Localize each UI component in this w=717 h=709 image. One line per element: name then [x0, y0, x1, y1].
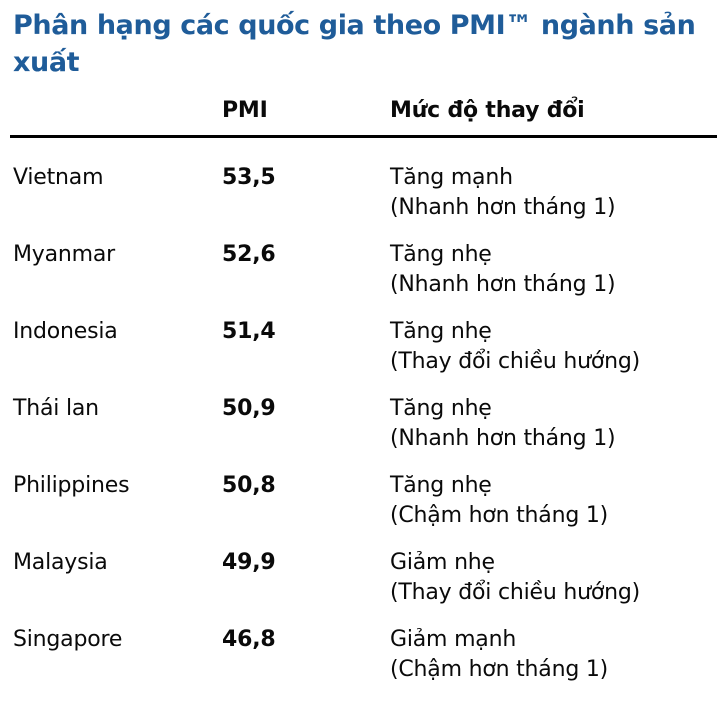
table-row: Indonesia 51,4 Tăng nhẹ (Thay đổi chiều … — [10, 317, 717, 394]
change-label: Tăng nhẹ — [390, 473, 492, 498]
pmi-value: 46,8 — [222, 627, 276, 652]
table-row: Vietnam 53,5 Tăng mạnh (Nhanh hơn tháng … — [10, 163, 717, 240]
change-detail: (Thay đổi chiều hướng) — [390, 349, 641, 374]
page-title: Phân hạng các quốc gia theo PMI™ ngành s… — [13, 10, 696, 78]
change-label: Tăng nhẹ — [390, 242, 492, 267]
change-detail: (Thay đổi chiều hướng) — [390, 580, 641, 605]
change-label: Tăng mạnh — [390, 165, 513, 190]
table-row: Singapore 46,8 Giảm mạnh (Chậm hơn tháng… — [10, 625, 717, 702]
pmi-value: 51,4 — [222, 319, 276, 344]
country-name: Myanmar — [13, 242, 115, 267]
change-label: Tăng nhẹ — [390, 396, 492, 421]
column-header-change: Mức độ thay đổi — [390, 98, 585, 123]
change-cell: Tăng nhẹ (Nhanh hơn tháng 1) — [390, 394, 717, 454]
table-row: Philippines 50,8 Tăng nhẹ (Chậm hơn thán… — [10, 471, 717, 548]
change-label: Tăng nhẹ — [390, 319, 492, 344]
change-cell: Giảm mạnh (Chậm hơn tháng 1) — [390, 625, 717, 685]
country-name: Malaysia — [13, 550, 108, 575]
pmi-value: 52,6 — [222, 242, 276, 267]
change-cell: Tăng nhẹ (Nhanh hơn tháng 1) — [390, 240, 717, 300]
change-label: Giảm nhẹ — [390, 550, 495, 575]
pmi-value: 49,9 — [222, 550, 276, 575]
pmi-value: 50,9 — [222, 396, 276, 421]
table-header-row: PMI Mức độ thay đổi — [10, 96, 717, 138]
change-detail: (Nhanh hơn tháng 1) — [390, 272, 616, 297]
pmi-value: 50,8 — [222, 473, 276, 498]
change-cell: Tăng nhẹ (Thay đổi chiều hướng) — [390, 317, 717, 377]
change-detail: (Chậm hơn tháng 1) — [390, 657, 609, 682]
table-body: Vietnam 53,5 Tăng mạnh (Nhanh hơn tháng … — [10, 138, 717, 702]
change-detail: (Chậm hơn tháng 1) — [390, 503, 609, 528]
country-name: Thái lan — [13, 396, 99, 421]
country-name: Philippines — [13, 473, 130, 498]
pmi-value: 53,5 — [222, 165, 276, 190]
change-detail: (Nhanh hơn tháng 1) — [390, 195, 616, 220]
column-header-country — [10, 96, 222, 126]
change-cell: Tăng nhẹ (Chậm hơn tháng 1) — [390, 471, 717, 531]
change-label: Giảm mạnh — [390, 627, 517, 652]
table-row: Thái lan 50,9 Tăng nhẹ (Nhanh hơn tháng … — [10, 394, 717, 471]
pmi-ranking-page: Phân hạng các quốc gia theo PMI™ ngành s… — [0, 7, 717, 709]
country-name: Singapore — [13, 627, 123, 652]
change-cell: Giảm nhẹ (Thay đổi chiều hướng) — [390, 548, 717, 608]
country-name: Vietnam — [13, 165, 104, 190]
table-row: Myanmar 52,6 Tăng nhẹ (Nhanh hơn tháng 1… — [10, 240, 717, 317]
change-detail: (Nhanh hơn tháng 1) — [390, 426, 616, 451]
column-header-pmi: PMI — [222, 98, 268, 123]
change-cell: Tăng mạnh (Nhanh hơn tháng 1) — [390, 163, 717, 223]
pmi-table: PMI Mức độ thay đổi Vietnam 53,5 Tăng mạ… — [10, 96, 717, 702]
table-row: Malaysia 49,9 Giảm nhẹ (Thay đổi chiều h… — [10, 548, 717, 625]
country-name: Indonesia — [13, 319, 118, 344]
